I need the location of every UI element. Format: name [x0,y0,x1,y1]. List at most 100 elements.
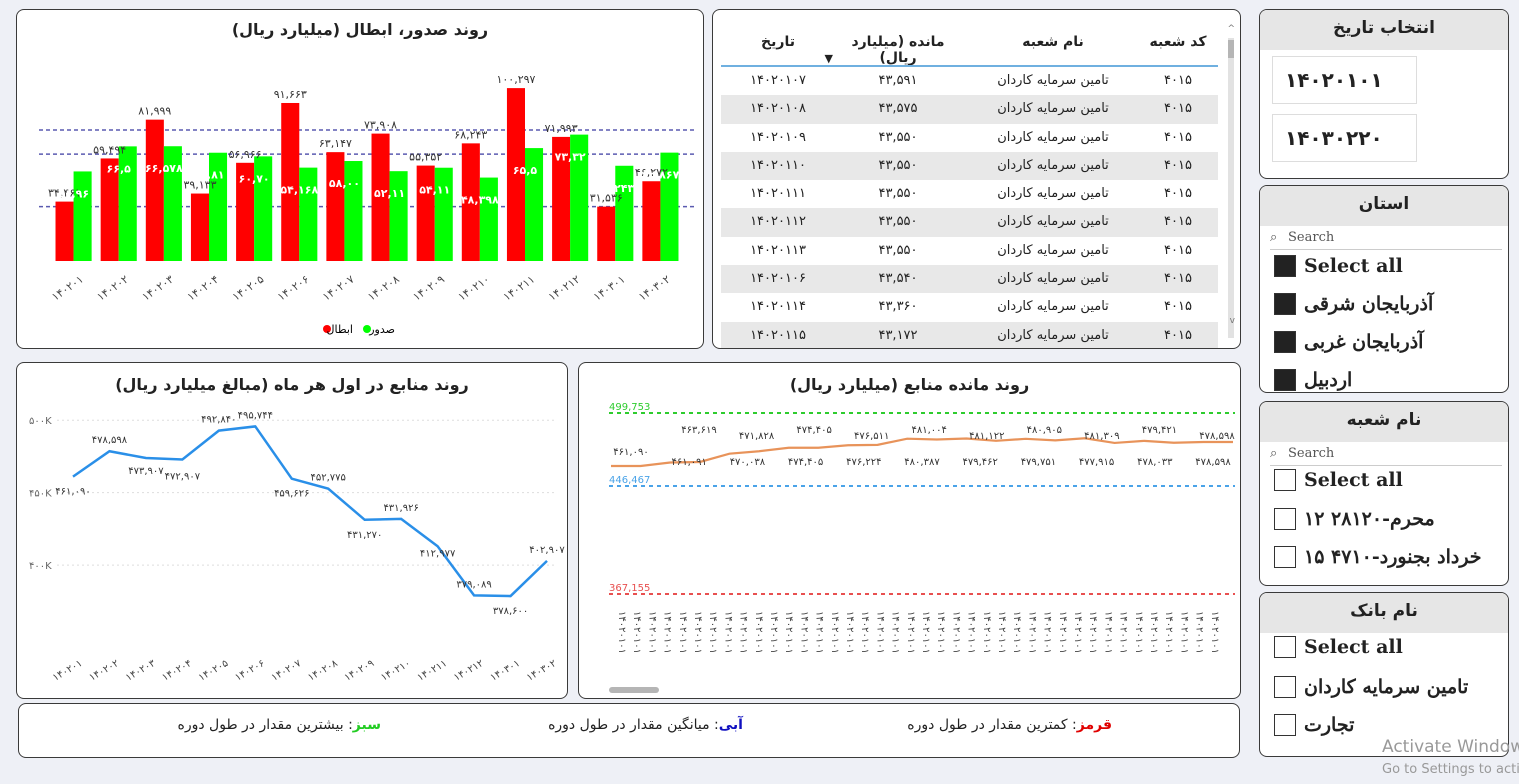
checkbox-icon[interactable] [1274,714,1296,736]
issue-bar[interactable] [389,171,408,261]
cancel-bar[interactable] [145,119,164,261]
table-scroll-thumb[interactable] [1228,40,1234,58]
x-tick-label: ۱۴۰۲۰۱ [51,658,84,684]
scroll-up-icon[interactable]: ^ [1227,24,1235,34]
province-select-all[interactable]: Select all [1274,254,1502,284]
cancel-bar[interactable] [506,88,525,261]
cell-branch-name: تامین سرمایه کاردان [997,242,1109,258]
table-row[interactable]: ۴۰۱۵ تامین سرمایه کاردان ۴۳,۵۵۰ ۱۴۰۲۰۱۱۰ [721,151,1218,181]
cancel-bar[interactable] [642,181,661,261]
cancel-data-label: ۹۱,۶۶۳ [274,88,307,101]
issue-bar[interactable] [570,134,589,261]
bank-select-all[interactable]: Select all [1274,635,1502,665]
issue-bar[interactable] [525,148,544,261]
legend-issue-dot [363,325,371,333]
checkbox-checked-icon[interactable] [1274,293,1296,315]
issue-bar[interactable] [434,167,453,261]
province-item[interactable]: آذربایجان غربی [1274,330,1502,360]
x-tick-label: ۱۴۰۲۰۲ [88,658,121,684]
province-item[interactable]: آذربایجان شرقی [1274,292,1502,322]
scroll-down-icon[interactable]: v [1229,316,1235,326]
x-tick-label: ۱۴۰۲۰۱۰۱ [905,611,916,654]
checkbox-checked-icon[interactable] [1274,369,1296,391]
issue-bar[interactable] [163,146,182,261]
table-row[interactable]: ۴۰۱۵ تامین سرمایه کاردان ۴۳,۵۵۰ ۱۴۰۲۰۱۱۳ [721,237,1218,265]
province-search-input[interactable]: ⌕ Search [1270,224,1502,250]
x-tick-label: ۱۴۰۲۰۷ [320,273,357,304]
issue-bar[interactable] [344,161,363,261]
cancel-bar[interactable] [236,162,255,261]
cancel-bar[interactable] [100,158,119,261]
issue-bar[interactable] [479,177,498,261]
cancel-bar[interactable] [416,165,435,261]
table-row[interactable]: ۴۰۱۵ تامین سرمایه کاردان ۴۳,۵۵۰ ۱۴۰۲۰۱۱۱ [721,180,1218,208]
issue-bar[interactable] [615,165,634,261]
branch-search-input[interactable]: ⌕ Search [1270,440,1502,466]
resource-balance-line-chart: 499,753 446,467 367,155 ۴۶۳,۶۱۹ ۴۷۱,۸۲۸ ۴۷۴,۴… [609,402,1235,654]
checkbox-icon[interactable] [1274,676,1296,698]
balance-series-line[interactable] [610,437,1233,468]
x-tick-label: ۱۴۰۲۰۶ [275,273,311,304]
issue-data-label: ۶۶,۵۷۸ [145,162,183,175]
header-branch-name[interactable]: نام شعبه [1022,34,1084,50]
table-scrollbar[interactable] [1228,38,1234,338]
x-tick-label: ۱۴۰۲۰۱۰۱ [1072,611,1083,654]
cancel-data-label: ۷۳,۹۰۸ [364,119,397,132]
issue-bar[interactable] [118,146,137,261]
issue-bar[interactable] [254,156,273,261]
monthly-resources-chart-panel: روند منابع در اول هر ماه (مبالغ میلیارد … [16,362,568,699]
x-tick-label: ۱۴۰۲۰۱۰۱ [662,611,673,654]
province-slicer: استان ⌕ Search Select all آذربایجان شرقی … [1259,185,1509,393]
issue-bar[interactable] [299,167,318,261]
table-row[interactable]: ۴۰۱۵ تامین سرمایه کاردان ۴۳,۱۷۲ ۱۴۰۲۰۱۱۵ [721,321,1218,348]
resources-series-line[interactable] [72,425,548,598]
cancel-bar[interactable] [461,143,480,261]
cancel-bar[interactable] [55,201,74,261]
reference-line-label: 367,155 [609,583,650,594]
cancel-bar[interactable] [597,206,616,261]
table-row[interactable]: ۴۰۱۵ تامین سرمایه کاردان ۴۳,۳۶۰ ۱۴۰۲۰۱۱۴ [721,293,1218,321]
checkbox-icon[interactable] [1274,508,1296,530]
table-row[interactable]: ۴۰۱۵ تامین سرمایه کاردان ۴۳,۵۵۰ ۱۴۰۲۰۱۱۲ [721,208,1218,237]
issue-bar[interactable] [73,171,92,261]
checkbox-icon[interactable] [1274,636,1296,658]
header-remain[interactable]: مانده (میلیارد ریال) [851,34,945,66]
bank-item[interactable]: تجارت [1274,713,1502,743]
header-date[interactable]: تاریخ [761,34,795,50]
table-row[interactable]: ۴۰۱۵ تامین سرمایه کاردان ۴۳,۵۹۱ ۱۴۰۲۰۱۰۷ [721,67,1218,95]
table-row[interactable]: ۴۰۱۵ تامین سرمایه کاردان ۴۳,۵۵۰ ۱۴۰۲۰۱۰۹ [721,124,1218,152]
cancel-bar[interactable] [552,136,571,261]
reference-line-label: 499,753 [609,402,650,413]
end-date-input[interactable]: ۱۴۰۳۰۲۲۰ [1272,114,1417,162]
province-item[interactable]: اردبیل [1274,368,1502,392]
checkbox-icon[interactable] [1274,546,1296,568]
table-body: ۴۰۱۵ تامین سرمایه کاردان ۴۳,۵۹۱ ۱۴۰۲۰۱۰۷ ۴۰۱… [721,65,1218,348]
header-branch-code[interactable]: کد شعبه [1149,34,1207,50]
branch-item[interactable]: محرم-۲۸۱۲۰ ۱۲ [1274,507,1502,537]
x-tick-label: ۱۴۰۲۰۱۰۱ [859,611,870,654]
chart-horizontal-scrollbar[interactable] [609,687,659,693]
color-legend-bar: قرمز: کمترین مقدار در طول دوره آبی: میان… [18,703,1240,758]
data-label: ۴۵۹,۶۲۶ [274,489,309,500]
checkbox-checked-icon[interactable] [1274,255,1296,277]
checkbox-icon[interactable] [1274,469,1296,491]
start-date-input[interactable]: ۱۴۰۲۰۱۰۱ [1272,56,1417,104]
bank-item[interactable]: تامین سرمایه کاردان [1274,675,1502,705]
issue-cancel-chart-panel: روند صدور، ابطال (میلیارد ریال) ۳۴,۴۶۱ ۵۱… [16,9,704,349]
table-row[interactable]: ۴۰۱۵ تامین سرمایه کاردان ۴۳,۵۴۰ ۱۴۰۲۰۱۰۶ [721,265,1218,294]
cancel-bar[interactable] [190,193,209,261]
issue-bar[interactable] [660,152,679,261]
data-label: ۴۹۲,۸۴۰ [201,415,236,426]
x-tick-label: ۱۴۰۲۰۱۰۱ [1102,611,1113,654]
cancel-bar[interactable] [326,152,345,261]
cancel-bar[interactable] [371,133,390,261]
branch-select-all[interactable]: Select all [1274,468,1502,498]
data-label: ۴۹۵,۷۴۴ [238,410,273,421]
branch-item[interactable]: خرداد بجنورد-۴۷۱۰ ۱۵ [1274,545,1502,575]
checkbox-checked-icon[interactable] [1274,331,1296,353]
data-label: ۴۷۰,۰۳۸ [730,457,766,468]
table-row[interactable]: ۴۰۱۵ تامین سرمایه کاردان ۴۳,۵۷۵ ۱۴۰۲۰۱۰۸ [721,95,1218,124]
y-tick-label: ۴۵۰K [29,489,52,500]
cancel-bar[interactable] [281,102,300,261]
issue-bar[interactable] [209,152,228,261]
